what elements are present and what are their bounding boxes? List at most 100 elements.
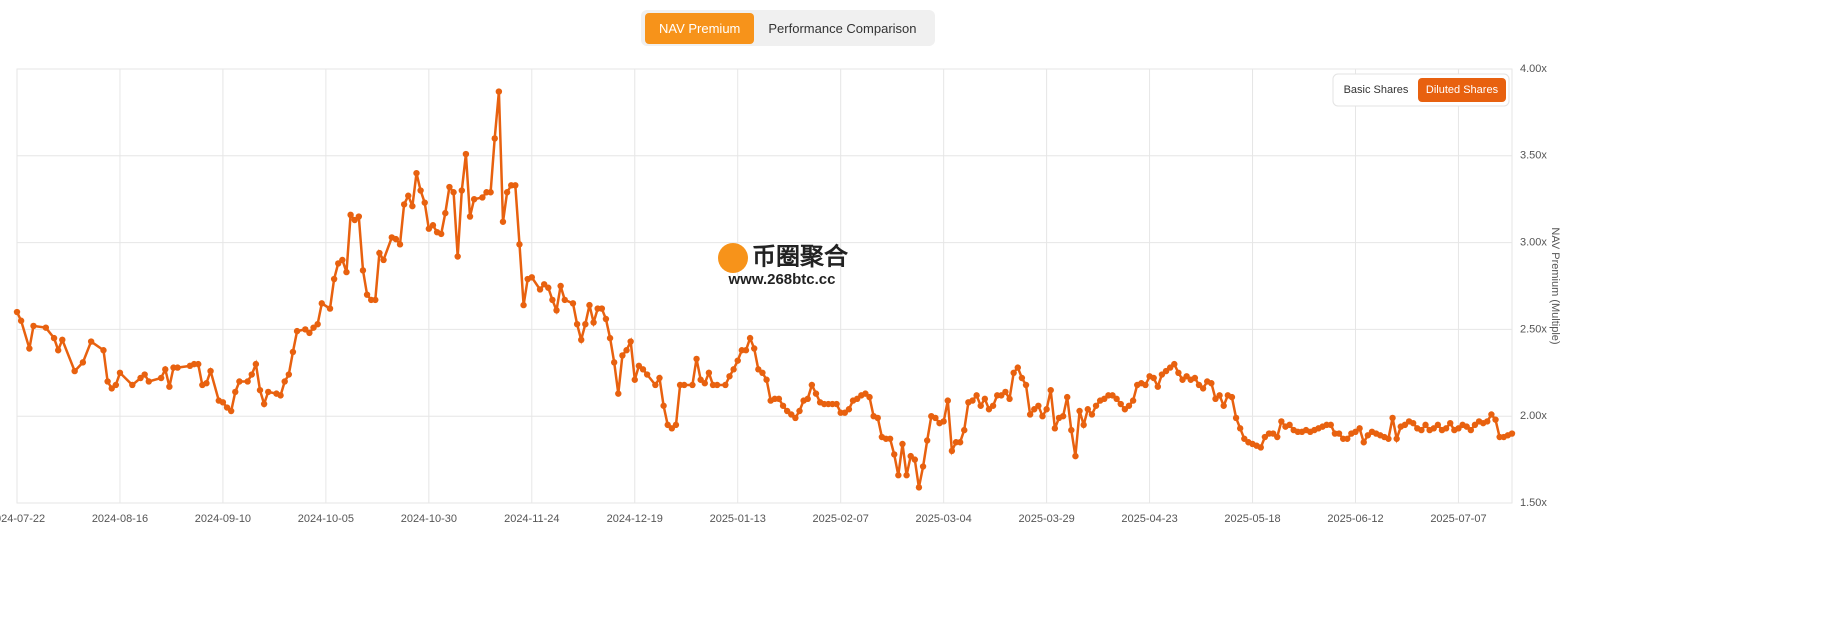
data-point (512, 182, 519, 189)
data-point (372, 296, 379, 304)
data-point (1216, 392, 1223, 399)
data-point (1228, 393, 1236, 401)
data-point (1010, 369, 1017, 376)
data-point (1467, 426, 1475, 434)
data-point (1002, 388, 1009, 396)
data-point (796, 407, 803, 415)
data-point (1335, 430, 1343, 437)
data-point (491, 135, 498, 142)
data-point (470, 196, 478, 203)
data-point (606, 334, 614, 342)
data-point (479, 194, 486, 201)
data-point (1022, 381, 1030, 389)
share-toggle: Basic Shares Diluted Shares (1332, 73, 1510, 107)
data-point (285, 371, 293, 378)
data-point (598, 305, 606, 312)
data-point (1072, 452, 1079, 460)
data-point (759, 369, 766, 376)
data-point (1360, 439, 1367, 446)
tab[interactable]: Performance Comparison (768, 20, 917, 36)
data-point (610, 359, 618, 366)
data-point (277, 392, 284, 399)
data-point (129, 381, 136, 389)
data-point (1278, 418, 1285, 425)
data-point (1327, 421, 1334, 429)
data-point (1076, 407, 1083, 415)
data-point (520, 301, 527, 309)
x-tick-label: 2025-03-29 (1018, 513, 1074, 525)
data-point (903, 472, 910, 479)
data-point (1484, 418, 1491, 425)
data-point (1236, 425, 1244, 432)
data-point (615, 390, 622, 397)
data-point (446, 183, 453, 191)
y-tick-label: 1.50x (1520, 497, 1547, 509)
data-point (923, 437, 931, 444)
data-point (1014, 364, 1021, 371)
data-point (557, 282, 564, 290)
data-point (1344, 435, 1351, 442)
toggle-button[interactable]: Basic Shares (1344, 84, 1409, 96)
data-point (1039, 413, 1046, 420)
data-point (145, 378, 152, 385)
data-point (355, 213, 363, 220)
data-point (1442, 425, 1450, 432)
data-point (79, 359, 87, 366)
data-point (639, 366, 647, 373)
x-tick-label: 2024-09-10 (195, 513, 251, 525)
data-point (1220, 402, 1227, 409)
data-point (318, 300, 325, 307)
data-point (1385, 435, 1392, 442)
data-point (1051, 425, 1059, 432)
data-point (487, 189, 494, 196)
data-point (619, 352, 626, 359)
data-point (693, 355, 700, 363)
data-point (977, 402, 984, 409)
data-point (1199, 385, 1207, 392)
data-point (252, 360, 260, 368)
data-point (652, 381, 659, 389)
data-point (701, 380, 708, 387)
y-tick-label: 3.00x (1520, 237, 1547, 249)
toggle-button[interactable]: Diluted Shares (1426, 84, 1499, 96)
data-point (874, 414, 881, 422)
data-point (569, 300, 577, 307)
data-point (232, 388, 239, 396)
data-point (400, 201, 408, 208)
toggle-active-bg (1418, 78, 1506, 102)
y-axis-title: NAV Premium (Multiple) (1549, 227, 1561, 344)
data-point (895, 472, 902, 479)
watermark-text: www.268btc.cc (728, 271, 836, 288)
data-point (528, 274, 536, 281)
data-point (265, 388, 272, 396)
data-point (306, 329, 313, 337)
data-point (1092, 402, 1100, 409)
data-point (207, 367, 214, 375)
data-point (804, 395, 811, 403)
data-point (726, 373, 733, 380)
data-point (442, 209, 449, 217)
data-point (845, 406, 853, 413)
data-point (722, 381, 729, 389)
data-point (1113, 395, 1120, 403)
data-point (54, 347, 62, 354)
data-point (1026, 411, 1034, 418)
data-point (915, 484, 923, 491)
data-point (1125, 402, 1133, 409)
data-point (713, 381, 721, 389)
data-point (705, 369, 713, 376)
data-point (911, 456, 919, 463)
data-point (1418, 426, 1425, 434)
data-point (174, 364, 181, 371)
data-point (244, 378, 251, 385)
tab[interactable]: NAV Premium (645, 12, 755, 44)
data-point (203, 380, 210, 387)
data-point (1492, 416, 1499, 423)
data-point (1208, 380, 1215, 387)
data-point (1286, 421, 1293, 429)
data-point (833, 400, 840, 408)
data-point (413, 169, 420, 177)
data-point (1035, 402, 1042, 409)
data-point (1006, 395, 1013, 403)
